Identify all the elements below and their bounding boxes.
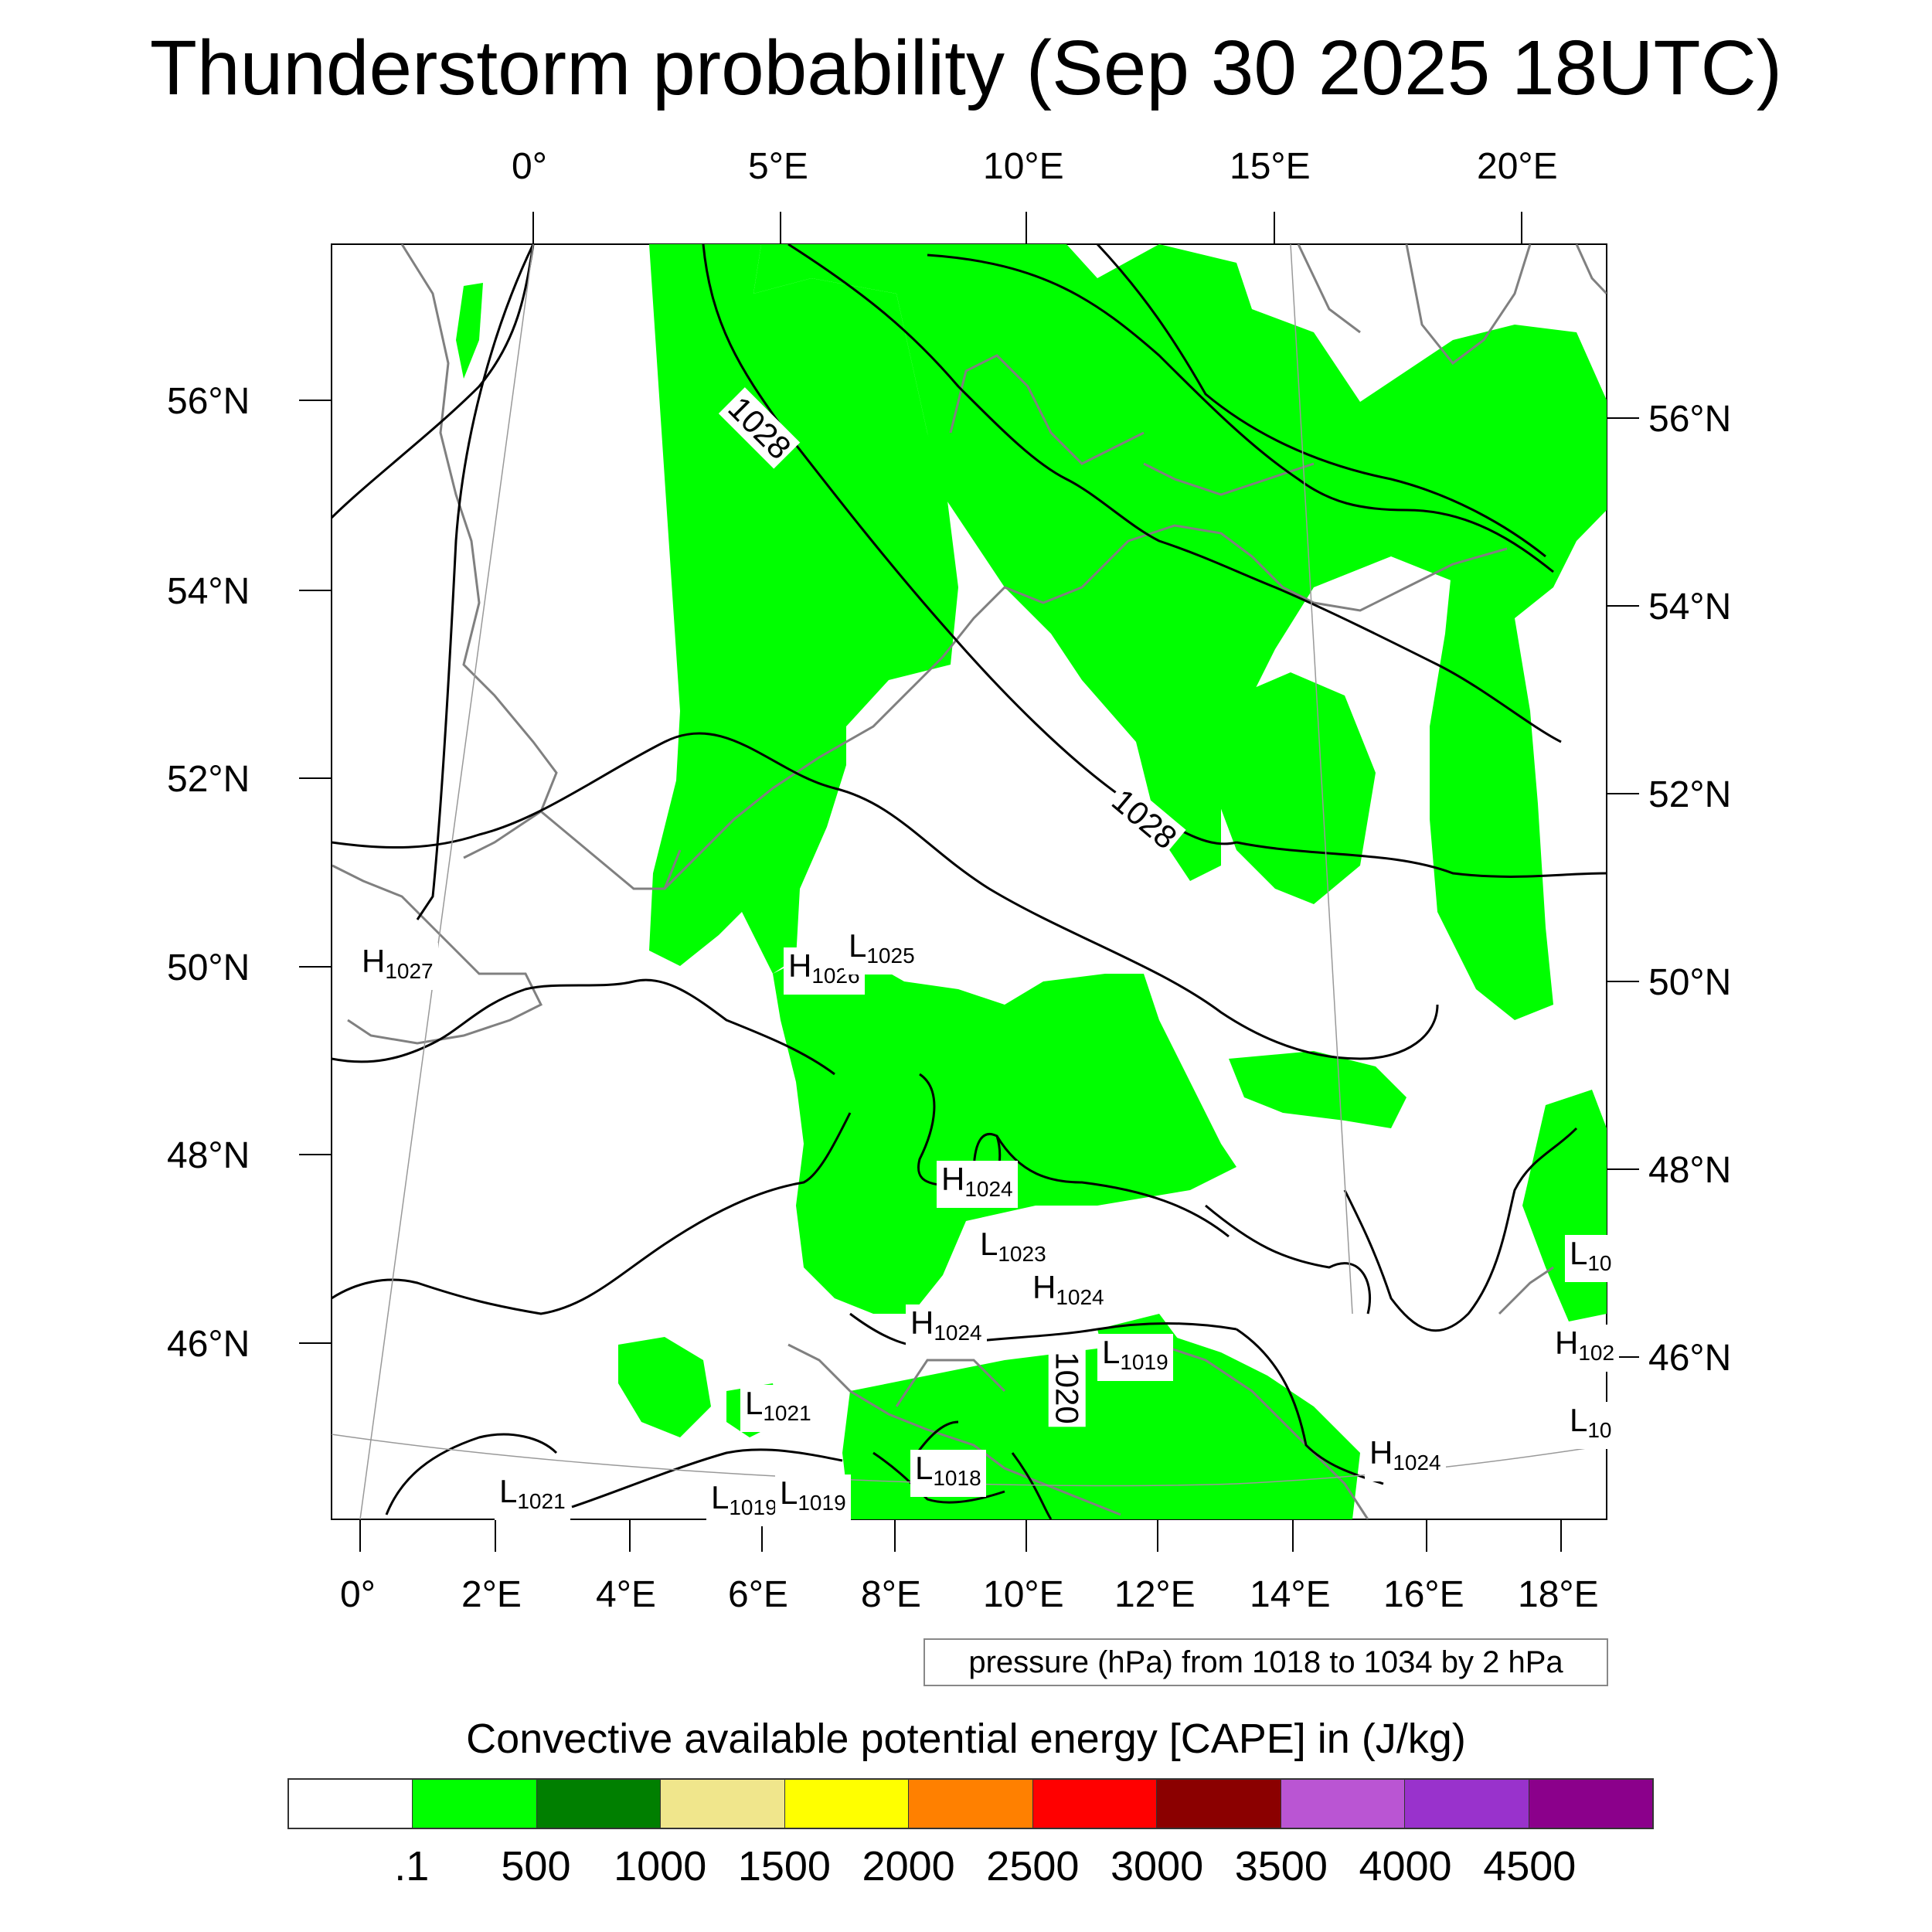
left-lat-label: 56°N [167, 381, 250, 422]
right-lat-label: 50°N [1648, 962, 1732, 1003]
colorbar-swatch [536, 1780, 662, 1828]
colorbar-label: 3500 [1234, 1843, 1328, 1889]
chart-title: Thunderstorm probability (Sep 30 2025 18… [149, 25, 1783, 111]
colorbar-label: 500 [501, 1843, 571, 1889]
top-lon-label: 5°E [748, 146, 808, 187]
colorbar [287, 1778, 1654, 1829]
bottom-lon-label: 12°E [1114, 1574, 1196, 1615]
bottom-lon-label: 0° [340, 1574, 376, 1615]
right-lat-label: 52°N [1648, 774, 1732, 815]
right-lat-label: 46°N [1648, 1338, 1732, 1379]
colorbar-label: 1500 [737, 1843, 831, 1889]
bottom-lon-label: 2°E [461, 1574, 522, 1615]
pressure-low-label: L1023 [975, 1226, 1051, 1273]
pressure-low-label: L1021 [740, 1385, 816, 1432]
pressure-low-label: L10 [1565, 1402, 1617, 1449]
bottom-lon-label: 8°E [861, 1574, 921, 1615]
pressure-low-label: L1018 [910, 1450, 986, 1497]
pressure-low-label: L10 [1565, 1235, 1617, 1282]
top-lon-label: 10°E [983, 146, 1064, 187]
pressure-high-label: H1024 [937, 1161, 1018, 1208]
pressure-high-label: H1024 [1028, 1269, 1109, 1316]
bottom-lon-label: 16°E [1383, 1574, 1464, 1615]
pressure-high-label: H1024 [906, 1304, 987, 1352]
axis-ticks [299, 212, 1639, 1552]
pressure-low-label: L1021 [495, 1473, 570, 1520]
graticule [332, 244, 1607, 1519]
coastlines [332, 244, 1607, 1519]
colorbar-label: 1000 [614, 1843, 707, 1889]
bottom-lon-label: 10°E [983, 1574, 1064, 1615]
top-lon-label: 15°E [1230, 146, 1311, 187]
colorbar-title: Convective available potential energy [C… [466, 1716, 1466, 1762]
colorbar-label: .1 [394, 1843, 430, 1889]
pressure-low-label: L1019 [1097, 1334, 1173, 1381]
left-lat-label: 46°N [167, 1324, 250, 1365]
top-lon-label: 20°E [1477, 146, 1558, 187]
pressure-high-label: H1027 [357, 943, 438, 990]
colorbar-swatch [661, 1780, 785, 1828]
colorbar-label: 4000 [1359, 1843, 1452, 1889]
left-lat-label: 48°N [167, 1135, 250, 1176]
colorbar-swatch [1157, 1780, 1281, 1828]
colorbar-swatch [1032, 1780, 1158, 1828]
colorbar-swatch [784, 1780, 910, 1828]
pressure-low-label: L1019 [775, 1475, 851, 1522]
bottom-lon-label: 6°E [728, 1574, 788, 1615]
left-lat-label: 54°N [167, 571, 250, 612]
pressure-low-label: L1025 [844, 927, 920, 975]
bottom-lon-label: 4°E [596, 1574, 656, 1615]
cape-area [456, 244, 1607, 1519]
colorbar-swatch [1529, 1780, 1652, 1828]
colorbar-swatch [909, 1780, 1033, 1828]
colorbar-label: 2000 [862, 1843, 955, 1889]
pressure-low-label: L1019 [706, 1479, 782, 1526]
right-lat-label: 56°N [1648, 399, 1732, 440]
right-lat-label: 54°N [1648, 587, 1732, 628]
colorbar-label: 2500 [986, 1843, 1080, 1889]
colorbar-swatch [289, 1780, 413, 1828]
colorbar-label: 3000 [1111, 1843, 1204, 1889]
isobar-label: 1020 [1048, 1349, 1086, 1427]
colorbar-swatch [413, 1780, 537, 1828]
bottom-lon-label: 18°E [1518, 1574, 1599, 1615]
contour-info-box: pressure (hPa) from 1018 to 1034 by 2 hP… [923, 1638, 1608, 1686]
isobars [332, 244, 1607, 1519]
colorbar-swatch [1281, 1780, 1406, 1828]
left-lat-label: 52°N [167, 759, 250, 800]
pressure-high-label: H1024 [1365, 1434, 1446, 1481]
top-lon-label: 0° [512, 146, 547, 187]
colorbar-swatch [1405, 1780, 1529, 1828]
bottom-lon-label: 14°E [1250, 1574, 1331, 1615]
right-lat-label: 48°N [1648, 1150, 1732, 1191]
pressure-high-label: H102 [1550, 1325, 1620, 1372]
left-lat-label: 50°N [167, 947, 250, 988]
colorbar-label: 4500 [1483, 1843, 1577, 1889]
